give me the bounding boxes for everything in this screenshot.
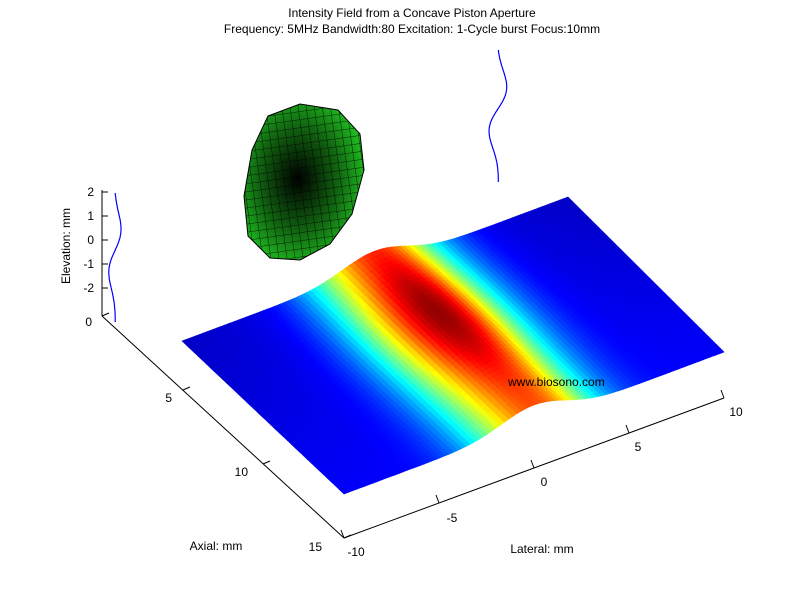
chart-subtitle: Frequency: 5MHz Bandwidth:80 Excitation:…: [224, 22, 600, 36]
x-axis-label: Lateral: mm: [510, 542, 573, 556]
watermark: www.biosono.com: [507, 375, 605, 389]
elevation-pulse-waveform: [108, 192, 122, 322]
chart-title: Intensity Field from a Concave Piston Ap…: [288, 6, 536, 20]
z-axis-label: Elevation: mm: [59, 208, 73, 284]
lateral-pulse-waveform: [488, 49, 508, 182]
x-tick-label: -5: [447, 511, 458, 525]
x-tick: [340, 529, 345, 539]
y-tick-label: 10: [235, 465, 249, 479]
x-tick-label: -10: [347, 545, 365, 559]
z-tick-label: 2: [87, 185, 94, 199]
y-tick-label: 15: [309, 540, 323, 554]
x-tick: [720, 389, 725, 399]
tick-marks: [101, 191, 725, 539]
y-tick: [101, 312, 110, 317]
y-tick-label: 0: [85, 315, 92, 329]
y-tick: [262, 460, 271, 465]
z-tick-label: -2: [83, 281, 94, 295]
z-tick-label: -1: [83, 257, 94, 271]
piston-aperture: [243, 103, 365, 261]
x-tick: [435, 494, 440, 504]
aperture-mesh: [244, 104, 364, 260]
x-tick-label: 5: [635, 440, 642, 454]
x-tick-label: 10: [729, 405, 743, 419]
y-axis-line: [101, 315, 345, 539]
y-tick-label: 5: [165, 391, 172, 405]
y-tick: [182, 386, 191, 391]
intensity-surface: [181, 196, 725, 495]
z-tick-label: 0: [87, 233, 94, 247]
x-tick: [530, 459, 535, 469]
x-tick-label: 0: [541, 475, 548, 489]
y-axis-label: Axial: mm: [190, 539, 243, 553]
z-tick-label: 1: [87, 209, 94, 223]
y-tick: [343, 534, 352, 539]
x-tick: [625, 424, 630, 434]
